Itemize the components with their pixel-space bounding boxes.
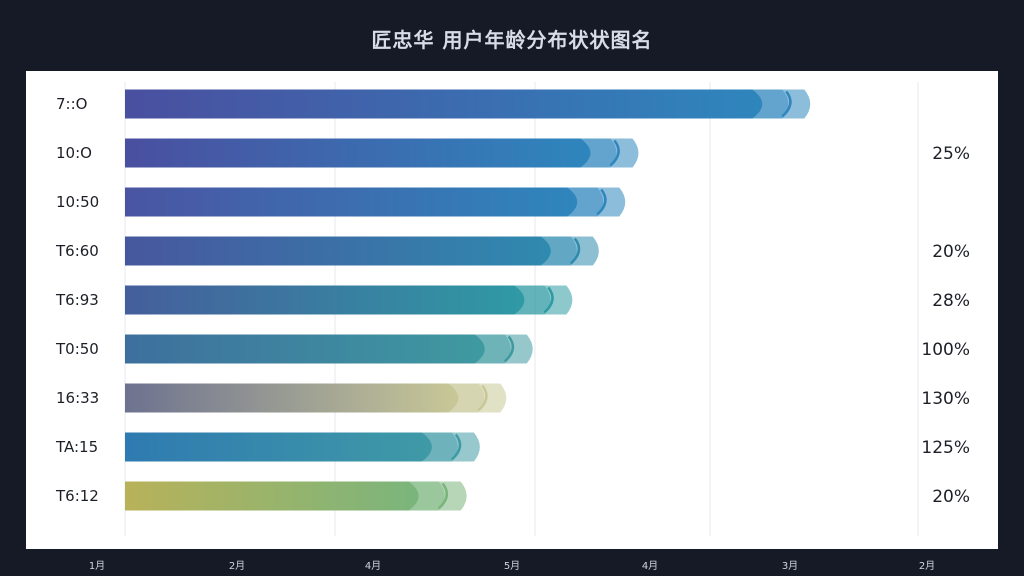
bar <box>125 89 763 119</box>
x-tick-label: 3月 <box>782 560 798 572</box>
bar <box>125 383 459 413</box>
percent-label: 100% <box>921 340 970 360</box>
bar-group <box>125 138 639 168</box>
bar-tail <box>448 383 507 413</box>
bar-group <box>125 432 480 462</box>
bar-accent <box>450 433 462 461</box>
category-label: 10:50 <box>56 193 99 211</box>
x-tick-label: 2月 <box>919 560 935 572</box>
percent-label: 20% <box>932 487 970 507</box>
bar <box>125 187 578 217</box>
bar <box>125 334 485 364</box>
bar-accent <box>781 90 792 118</box>
category-label: TA:15 <box>55 438 98 456</box>
bar-accent <box>569 237 581 265</box>
x-tick-label: 4月 <box>642 560 658 572</box>
percent-label: 130% <box>921 389 970 409</box>
category-label: 16:33 <box>56 389 99 407</box>
bar-tail <box>752 89 811 119</box>
category-label: T6:93 <box>55 291 99 309</box>
bar-tail <box>540 236 599 266</box>
bar <box>125 285 525 315</box>
percent-label: 25% <box>932 144 970 164</box>
bar-tail <box>580 138 639 168</box>
bar-accent <box>609 139 620 167</box>
bar-group <box>125 334 533 364</box>
percent-label: 125% <box>921 438 970 458</box>
bar-accent <box>543 286 554 314</box>
bar <box>125 481 419 511</box>
bar-group <box>125 236 599 266</box>
bar-group <box>125 89 811 119</box>
bar-tail <box>514 285 573 315</box>
x-tick-label: 1月 <box>89 560 105 572</box>
x-tick-label: 5月 <box>504 560 520 572</box>
category-label: T0:50 <box>55 340 99 358</box>
percent-label: 20% <box>932 242 970 262</box>
bar-group <box>125 481 467 511</box>
percent-label: 28% <box>932 291 970 311</box>
bar-accent <box>437 482 449 510</box>
bar-group <box>125 285 573 315</box>
category-label: T6:60 <box>55 242 99 260</box>
bars <box>125 89 811 511</box>
bar-group <box>125 383 507 413</box>
bar-accent <box>477 384 488 412</box>
category-label: 10:O <box>56 144 92 162</box>
bar <box>125 236 551 266</box>
bar-tail <box>567 187 626 217</box>
category-label: T6:12 <box>55 487 99 505</box>
bar-tail <box>408 481 467 511</box>
bar-tail <box>474 334 533 364</box>
x-tick-label: 2月 <box>229 560 245 572</box>
category-label: 7::O <box>56 95 87 113</box>
bar-accent <box>596 188 607 216</box>
bar-accent <box>503 335 515 363</box>
bar-tail <box>421 432 480 462</box>
bar <box>125 432 432 462</box>
bar <box>125 138 591 168</box>
chart-title: 匠忠华 用户年龄分布状状图名 <box>371 28 653 52</box>
x-tick-label: 4月 <box>365 560 381 572</box>
bar-group <box>125 187 626 217</box>
